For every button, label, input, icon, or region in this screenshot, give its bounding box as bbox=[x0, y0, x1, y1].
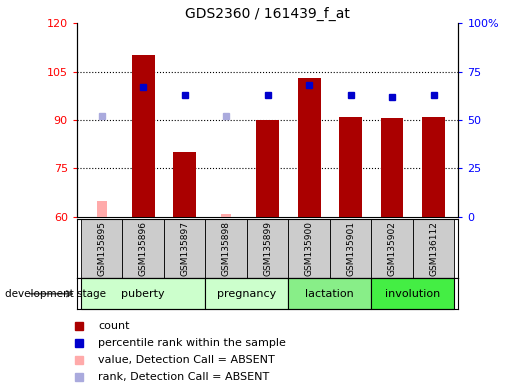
FancyBboxPatch shape bbox=[122, 219, 164, 278]
Text: value, Detection Call = ABSENT: value, Detection Call = ABSENT bbox=[99, 355, 275, 365]
Bar bbox=[298, 78, 321, 217]
Text: pregnancy: pregnancy bbox=[217, 289, 277, 299]
FancyBboxPatch shape bbox=[413, 219, 454, 278]
Text: development stage: development stage bbox=[5, 289, 107, 299]
FancyBboxPatch shape bbox=[288, 219, 330, 278]
Bar bbox=[221, 214, 231, 217]
FancyBboxPatch shape bbox=[81, 278, 206, 309]
Text: GSM135896: GSM135896 bbox=[139, 221, 148, 276]
Bar bbox=[173, 152, 196, 217]
FancyBboxPatch shape bbox=[164, 219, 206, 278]
Bar bbox=[96, 201, 107, 217]
Bar bbox=[339, 117, 362, 217]
FancyBboxPatch shape bbox=[81, 219, 122, 278]
FancyBboxPatch shape bbox=[372, 278, 454, 309]
Text: GSM135899: GSM135899 bbox=[263, 221, 272, 276]
FancyBboxPatch shape bbox=[206, 278, 288, 309]
Text: puberty: puberty bbox=[121, 289, 165, 299]
Text: GSM135901: GSM135901 bbox=[346, 221, 355, 276]
Text: lactation: lactation bbox=[305, 289, 354, 299]
Bar bbox=[422, 117, 445, 217]
Text: GSM135897: GSM135897 bbox=[180, 221, 189, 276]
Text: GSM135902: GSM135902 bbox=[387, 221, 396, 276]
Text: GSM135898: GSM135898 bbox=[222, 221, 231, 276]
Text: rank, Detection Call = ABSENT: rank, Detection Call = ABSENT bbox=[99, 372, 270, 382]
Bar bbox=[256, 120, 279, 217]
FancyBboxPatch shape bbox=[372, 219, 413, 278]
FancyBboxPatch shape bbox=[288, 278, 372, 309]
Title: GDS2360 / 161439_f_at: GDS2360 / 161439_f_at bbox=[185, 7, 350, 21]
FancyBboxPatch shape bbox=[330, 219, 372, 278]
Text: percentile rank within the sample: percentile rank within the sample bbox=[99, 338, 286, 348]
Text: GSM136112: GSM136112 bbox=[429, 221, 438, 276]
Text: GSM135895: GSM135895 bbox=[97, 221, 106, 276]
FancyBboxPatch shape bbox=[247, 219, 288, 278]
Text: count: count bbox=[99, 321, 130, 331]
Text: GSM135900: GSM135900 bbox=[305, 221, 314, 276]
Text: involution: involution bbox=[385, 289, 440, 299]
Bar bbox=[132, 55, 155, 217]
Bar bbox=[381, 118, 403, 217]
FancyBboxPatch shape bbox=[206, 219, 247, 278]
